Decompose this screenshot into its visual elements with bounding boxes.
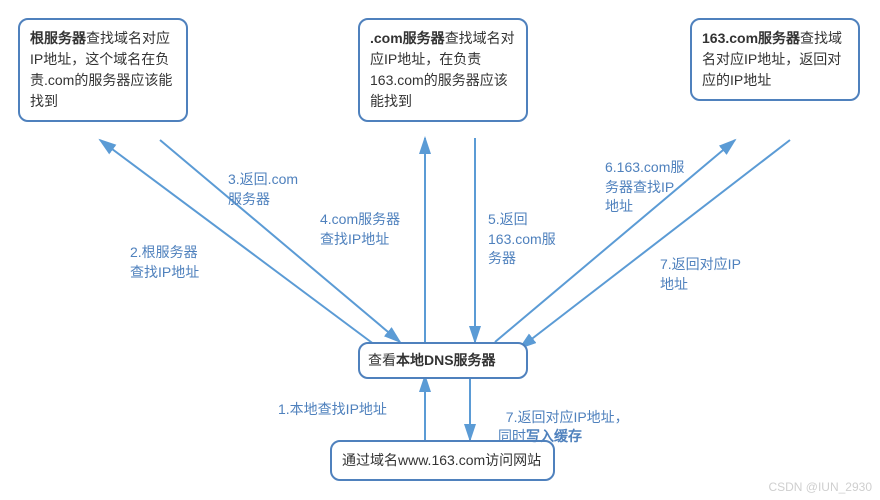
label-step2: 2.根服务器 查找IP地址 [130,243,199,282]
node-local-dns-bold: 本地DNS服务器 [396,352,496,368]
node-root-server: 根服务器查找域名对应IP地址，这个域名在负责.com的服务器应该能找到 [18,18,188,122]
node-163-server: 163.com服务器查找域名对应IP地址，返回对应的IP地址 [690,18,860,101]
label-step6: 6.163.com服 务器查找IP 地址 [605,158,684,217]
label-step7b-bold: 写入缓存 [526,428,582,444]
node-client-text: 通过域名www.163.com访问网站 [342,452,541,468]
node-com-server-title: .com服务器 [370,30,445,46]
node-163-server-title: 163.com服务器 [702,30,800,46]
node-local-dns: 查看本地DNS服务器 [358,342,528,379]
label-step4: 4.com服务器 查找IP地址 [320,210,400,249]
label-step5: 5.返回 163.com服 务器 [488,210,556,269]
label-step7b: 7.返回对应IP地址， 同时写入缓存 [498,388,629,447]
label-step3: 3.返回.com 服务器 [228,170,298,209]
label-step7a: 7.返回对应IP 地址 [660,255,741,294]
node-root-server-title: 根服务器 [30,30,86,46]
watermark: CSDN @IUN_2930 [768,480,872,494]
node-local-dns-prefix: 查看 [368,352,396,368]
node-com-server: .com服务器查找域名对应IP地址，在负责163.com的服务器应该能找到 [358,18,528,122]
label-step1: 1.本地查找IP地址 [278,400,387,420]
